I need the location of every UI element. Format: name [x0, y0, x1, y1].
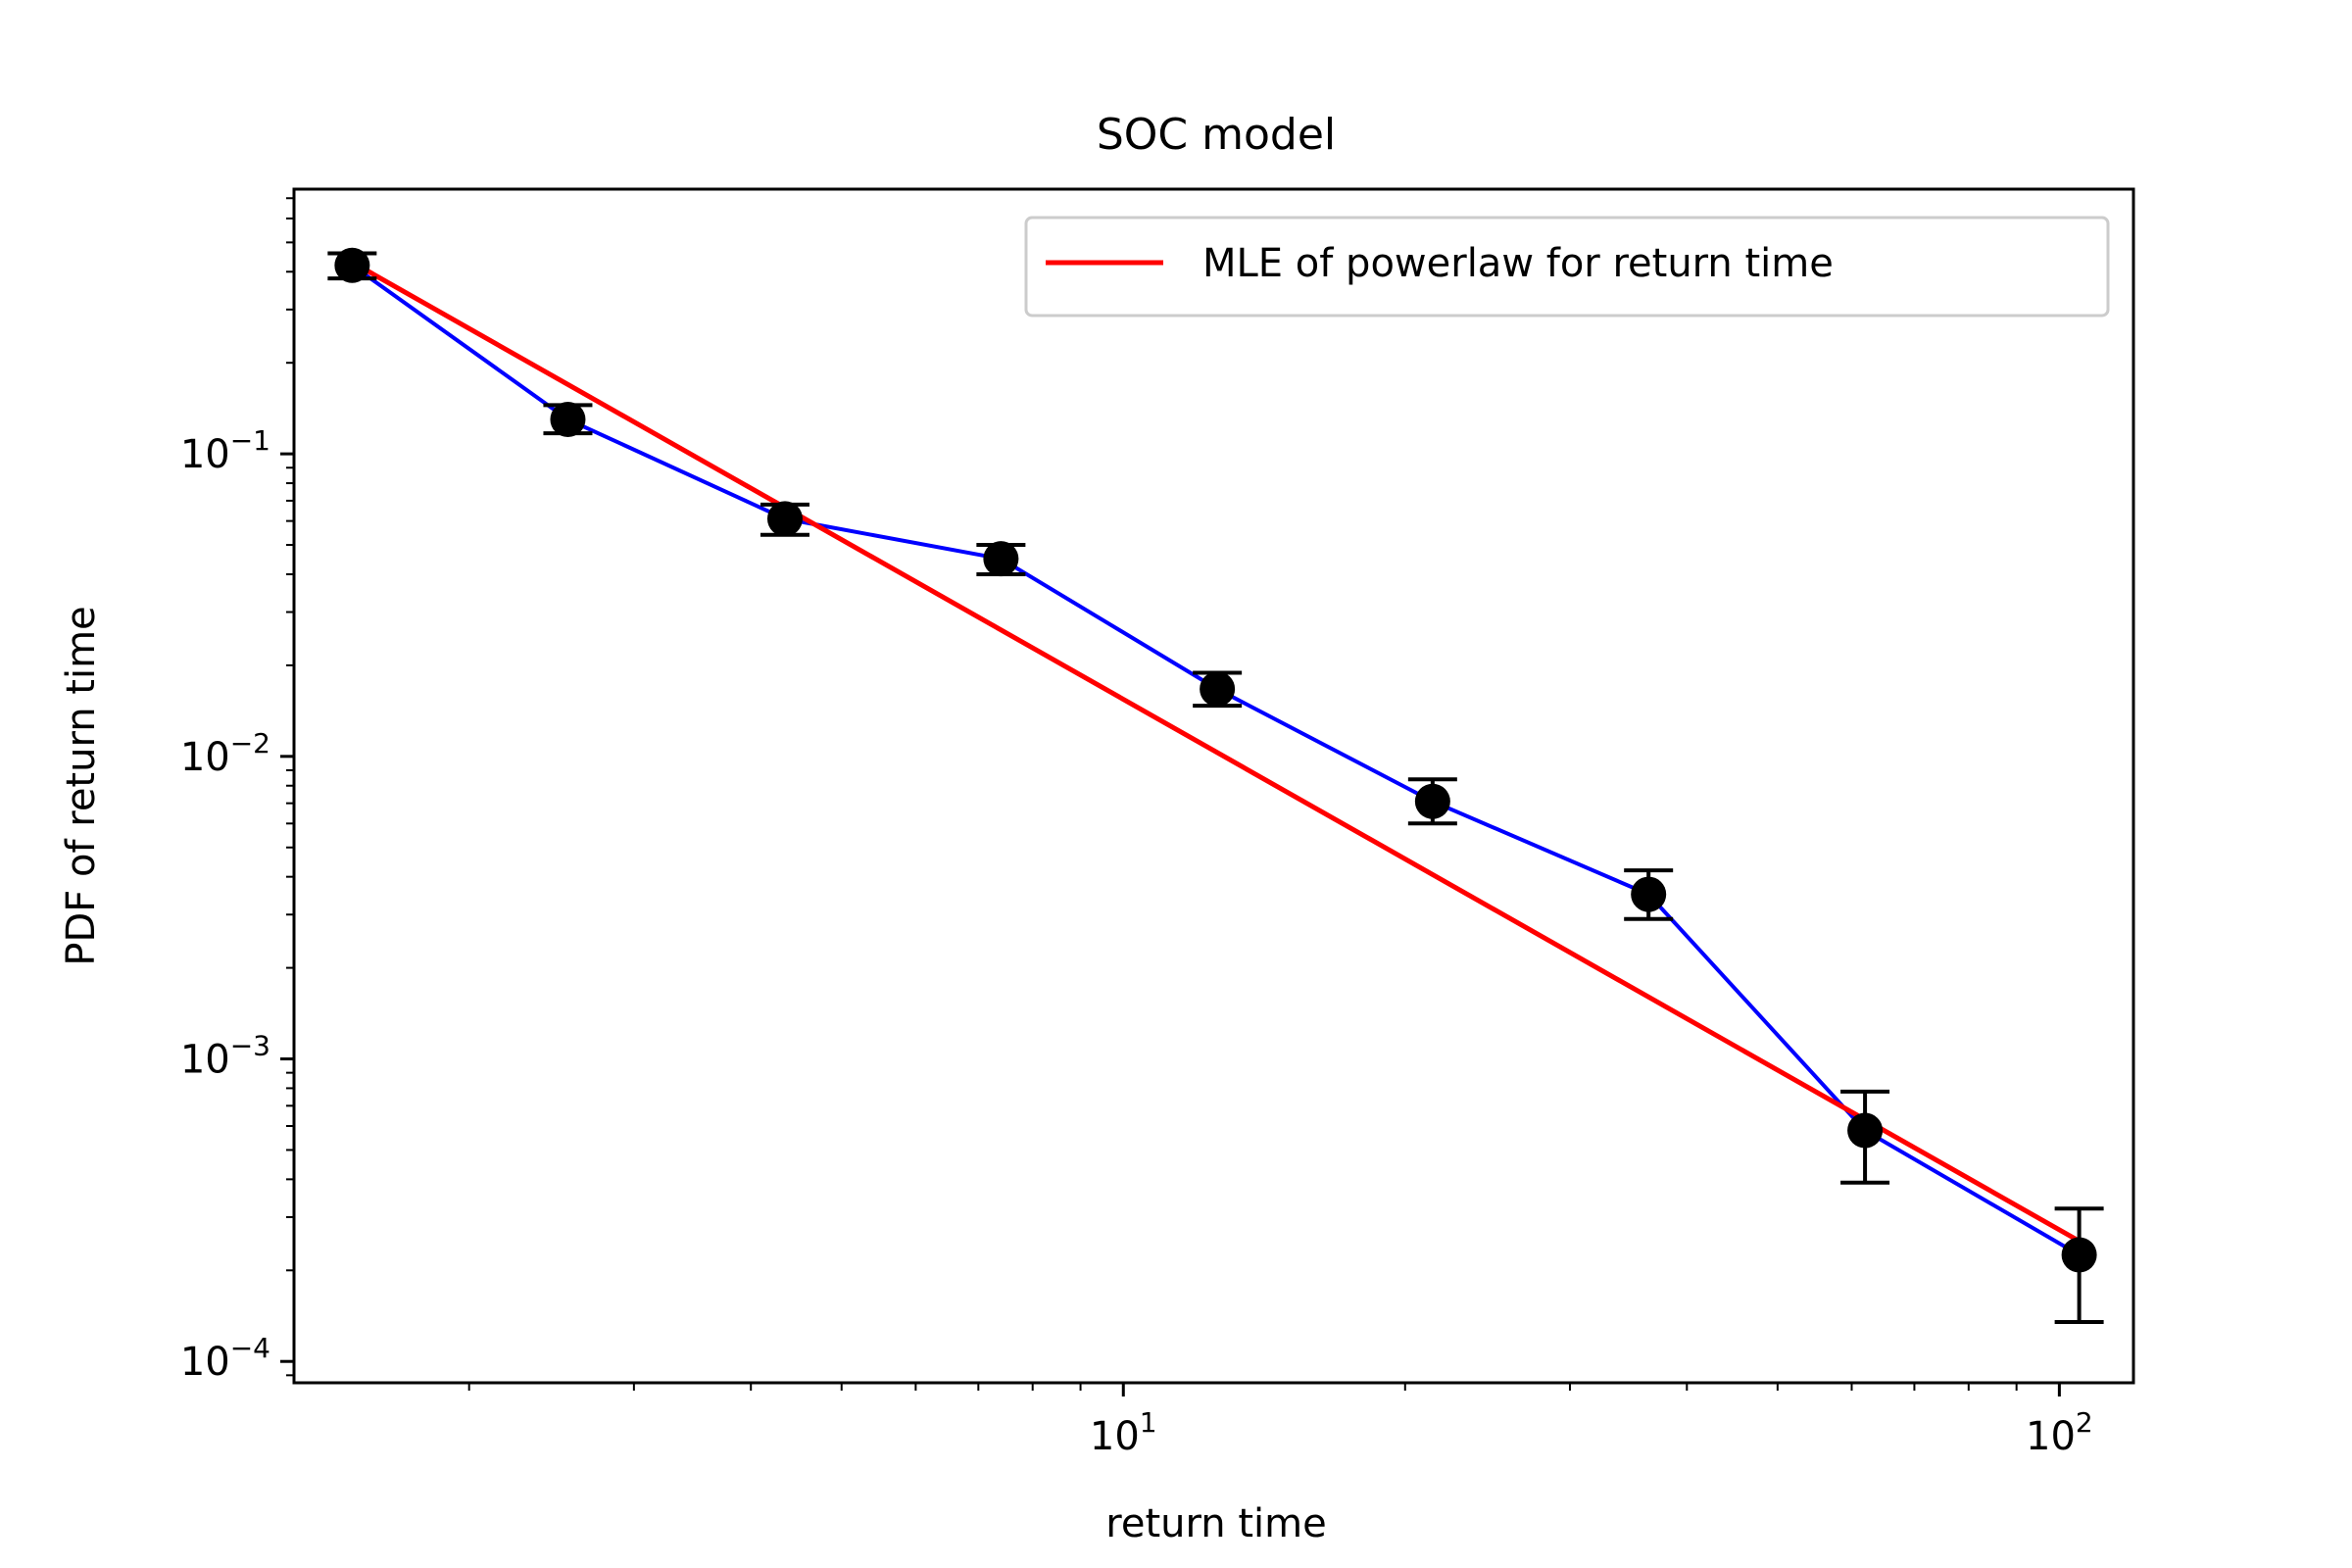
- series-data-line: [351, 264, 2081, 1257]
- data-point: [334, 247, 370, 283]
- legend-frame: [1024, 216, 2110, 318]
- y-tick-label: 10−2: [180, 727, 270, 780]
- legend: MLE of powerlaw for return time: [1024, 216, 2110, 318]
- data-point: [983, 541, 1019, 577]
- axes-frame: [292, 187, 2135, 1385]
- data-point: [1200, 671, 1236, 708]
- x-tick-label: 102: [2026, 1406, 2093, 1459]
- data-point: [1631, 876, 1667, 912]
- axis-ticks: 101 102 10−1 10−2 10−3 10−4: [180, 197, 2093, 1459]
- y-axis-label: PDF of return time: [59, 606, 104, 965]
- y-tick-label: 10−4: [180, 1332, 270, 1385]
- plot-area: [327, 247, 2104, 1324]
- data-point: [550, 401, 586, 437]
- chart-title: SOC model: [1097, 110, 1336, 160]
- data-point: [1414, 783, 1450, 819]
- legend-label-mle: MLE of powerlaw for return time: [1202, 241, 1834, 286]
- data-point: [766, 501, 803, 537]
- x-axis-label: return time: [1105, 1501, 1326, 1546]
- series-mle-line: [351, 260, 2081, 1244]
- data-point: [2061, 1237, 2097, 1273]
- data-point: [1847, 1112, 1884, 1149]
- y-tick-label: 10−1: [180, 424, 270, 477]
- y-tick-label: 10−3: [180, 1030, 270, 1083]
- x-tick-label: 101: [1090, 1406, 1157, 1459]
